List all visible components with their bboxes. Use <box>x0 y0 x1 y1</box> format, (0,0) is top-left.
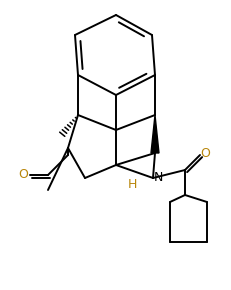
Polygon shape <box>150 115 158 153</box>
Text: O: O <box>199 146 209 160</box>
Text: H: H <box>127 179 136 191</box>
Text: O: O <box>18 168 28 180</box>
Text: N: N <box>153 171 162 184</box>
